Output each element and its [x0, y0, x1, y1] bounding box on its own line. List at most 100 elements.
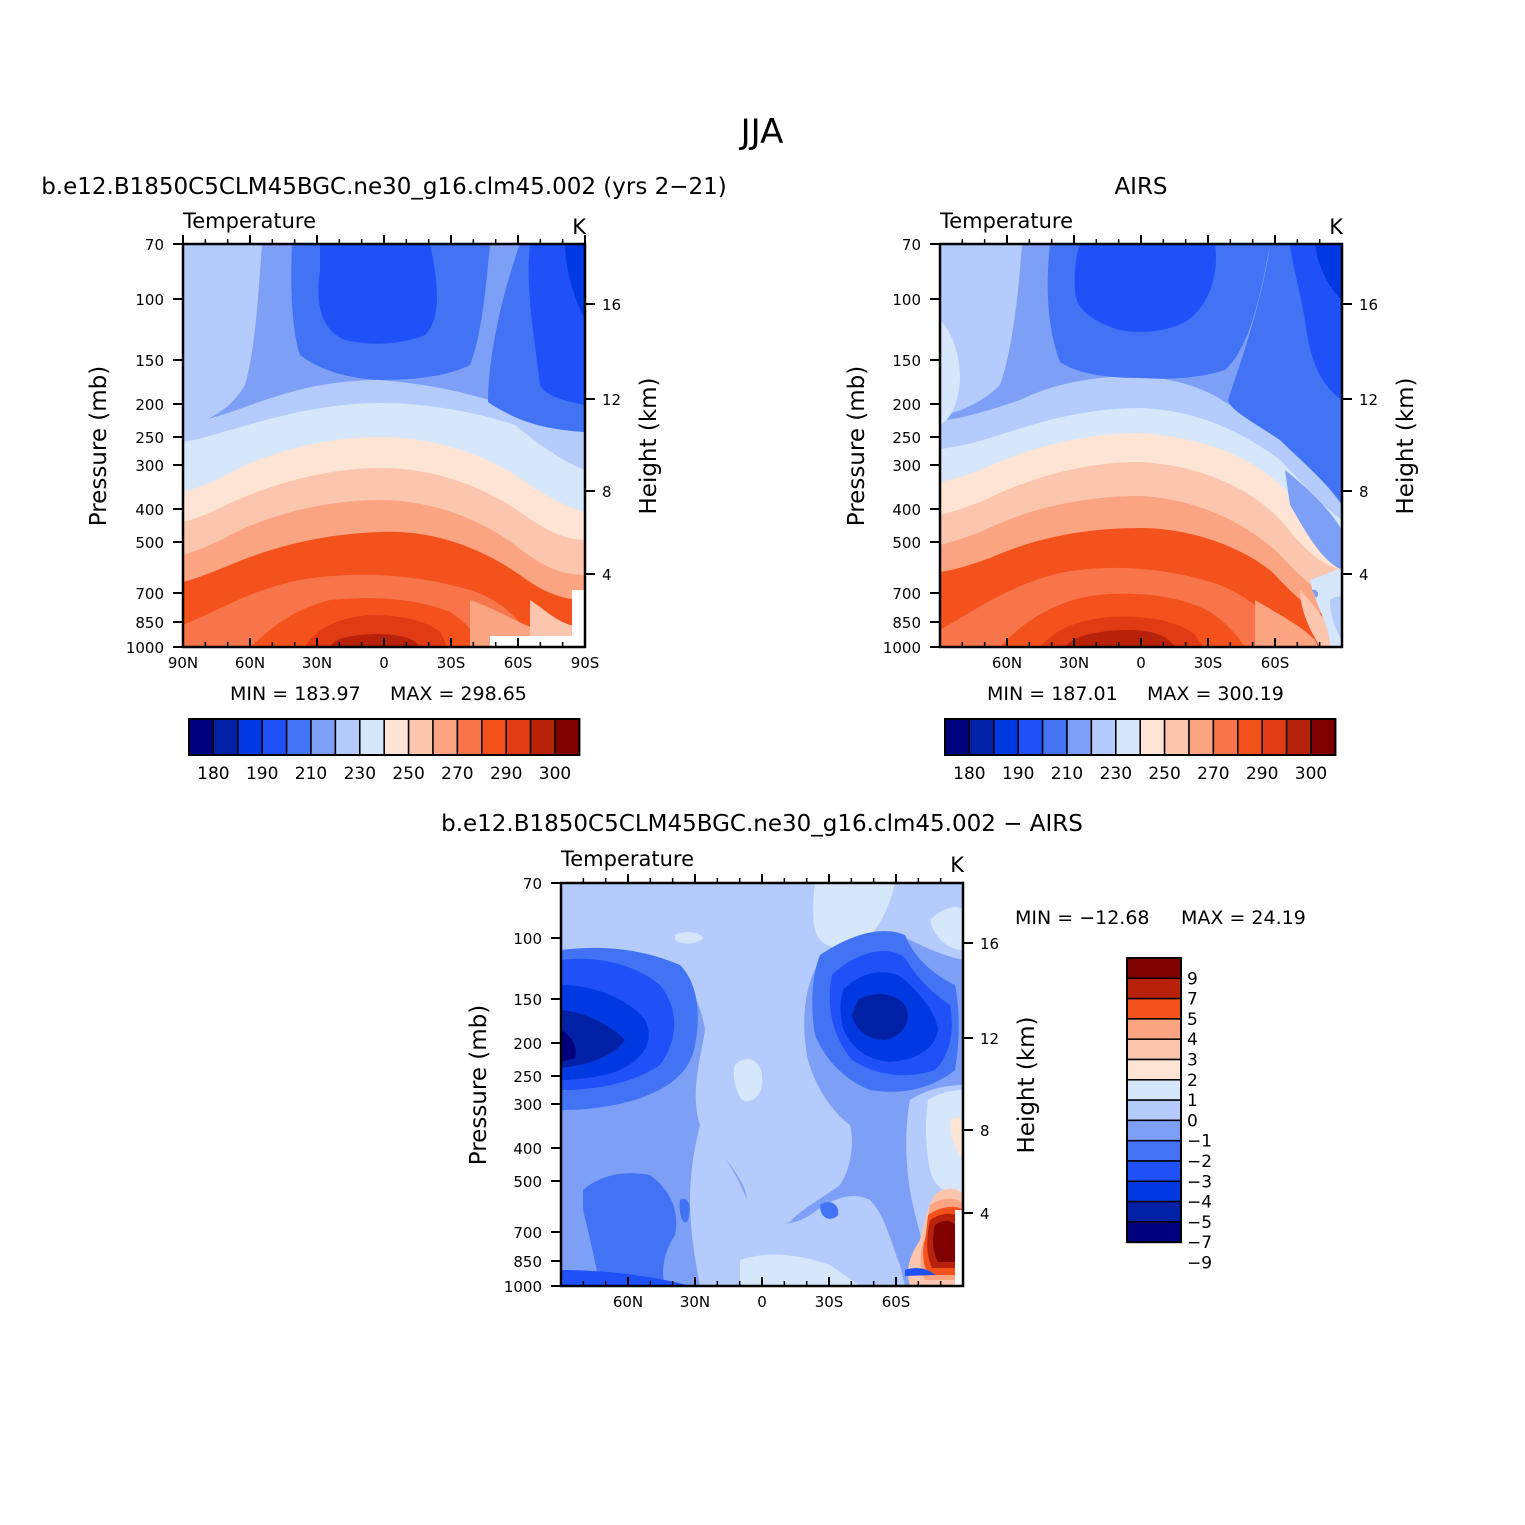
- y-tick-label: 70: [145, 236, 164, 254]
- x-tick-label: 60S: [504, 654, 533, 672]
- x-tick-label: 30S: [815, 1293, 844, 1311]
- field-band: [1285, 470, 1342, 570]
- colorbar-label: 190: [1002, 764, 1034, 784]
- x-tick-label: 30N: [302, 654, 332, 672]
- colorbar-box: [481, 718, 507, 756]
- y-tick-label: 250: [892, 429, 921, 447]
- colorbar-box: [1261, 718, 1288, 756]
- colorbar-label: −3: [1187, 1172, 1212, 1192]
- missing-data: [955, 1210, 963, 1286]
- colorbar-box: [237, 718, 263, 756]
- colorbar-box: [1126, 1058, 1182, 1081]
- field-band: [561, 1270, 690, 1286]
- y2-tick-label: 12: [602, 391, 621, 409]
- colorbar-label: 270: [1197, 764, 1229, 784]
- colorbar-frame: [944, 718, 1337, 756]
- y-tick-label: 400: [513, 1140, 542, 1158]
- y-tick-label: 200: [135, 396, 164, 414]
- field-band: [561, 1010, 625, 1068]
- field-band: [925, 1090, 963, 1200]
- colorbar-label: 290: [1246, 764, 1278, 784]
- x-tick-label: 30N: [1059, 654, 1089, 672]
- colorbar-label: 1: [1187, 1091, 1198, 1111]
- x-tick-label: 30S: [1194, 654, 1223, 672]
- panel-diff-y2label: Height (km): [1014, 1016, 1040, 1153]
- field-band: [1074, 244, 1216, 332]
- x-tick-label: 0: [757, 1293, 767, 1311]
- field-band: [1330, 596, 1342, 640]
- colorbar-box: [407, 718, 434, 756]
- y-tick-label: 300: [513, 1096, 542, 1114]
- figure-title: JJA: [739, 112, 784, 152]
- colorbar-label: −4: [1187, 1193, 1212, 1213]
- y-tick-label: 400: [892, 501, 921, 519]
- colorbar-label: 2: [1187, 1071, 1198, 1091]
- colorbar-box: [1126, 1119, 1182, 1142]
- colorbar-box: [993, 718, 1019, 756]
- colorbar-frame: [1126, 957, 1182, 1244]
- colorbar-label: 250: [1148, 764, 1180, 784]
- colorbar-box: [1041, 718, 1068, 756]
- field-band: [183, 244, 262, 428]
- panel-diff-max: MAX = 24.19: [1181, 907, 1306, 929]
- colorbar-box: [1126, 977, 1182, 1000]
- panel-model-variable: Temperature: [182, 209, 316, 233]
- y2-tick-label: 4: [1359, 566, 1369, 584]
- panel-diff-field: [561, 883, 963, 1286]
- colorbar-label: 190: [246, 764, 278, 784]
- colorbar-label: −2: [1187, 1152, 1212, 1172]
- x-tick-label: 60N: [235, 654, 265, 672]
- y-tick-label: 150: [513, 991, 542, 1009]
- panel-diff-axes: 60N 30N 0 30S 60S 70 100 150 200 250 300 400 500 700 8…: [504, 874, 999, 1311]
- x-tick-label: 60N: [992, 654, 1022, 672]
- colorbar-box: [334, 718, 361, 756]
- colorbar-label: 3: [1187, 1051, 1198, 1071]
- y-tick-label: 850: [513, 1253, 542, 1271]
- y2-tick-label: 16: [980, 935, 999, 953]
- field-band: [528, 244, 585, 405]
- field-band: [1255, 600, 1318, 647]
- field-band: [813, 883, 895, 949]
- field-band: [679, 1198, 690, 1223]
- y-tick-label: 250: [135, 429, 164, 447]
- field-band: [1065, 630, 1175, 647]
- colorbar-box: [1188, 718, 1215, 756]
- colorbar-label: −9: [1187, 1254, 1212, 1274]
- field-band: [930, 907, 963, 950]
- field-band: [940, 244, 1022, 415]
- panel-airs-variable: Temperature: [939, 209, 1073, 233]
- colorbar-label: 300: [1295, 764, 1327, 784]
- field-band: [940, 320, 960, 425]
- colorbar-box: [1126, 1200, 1182, 1223]
- colorbar-box: [1126, 1139, 1182, 1162]
- panel-airs: AIRS Temperature K: [844, 174, 1419, 784]
- colorbar-box: [432, 718, 459, 756]
- y2-tick-label: 4: [602, 566, 612, 584]
- colorbar-label: 7: [1187, 990, 1198, 1010]
- panel-model-ylabel: Pressure (mb): [86, 366, 112, 526]
- y2-tick-label: 12: [1359, 391, 1378, 409]
- missing-data: [490, 636, 572, 647]
- y2-tick-label: 4: [980, 1205, 990, 1223]
- colorbar-box: [554, 718, 581, 756]
- panel-airs-axes: 60N 30N 0 30S 60S 70 100 150 200 250 300 400 500 700 8…: [883, 235, 1378, 672]
- y-tick-label: 70: [902, 236, 921, 254]
- colorbar-box: [1066, 718, 1093, 756]
- field-band: [905, 1267, 935, 1276]
- colorbar-label: 210: [295, 764, 327, 784]
- colorbar-label: 270: [441, 764, 473, 784]
- field-band: [852, 993, 908, 1040]
- colorbar-box: [1126, 1018, 1182, 1040]
- colorbar-label: −1: [1187, 1132, 1212, 1152]
- field-band: [330, 634, 420, 647]
- missing-data: [572, 590, 585, 647]
- colorbar-label: 4: [1187, 1030, 1198, 1050]
- colorbar-box: [1139, 718, 1166, 756]
- colorbar-label: 210: [1051, 764, 1083, 784]
- y2-tick-label: 8: [1359, 483, 1369, 501]
- y-tick-label: 1000: [504, 1278, 542, 1296]
- colorbar-box: [1126, 1221, 1182, 1243]
- field-band: [583, 1173, 677, 1286]
- panel-diff: b.e12.B1850C5CLM45BGC.ne30_g16.clm45.002…: [441, 811, 1306, 1311]
- y-tick-label: 100: [513, 930, 542, 948]
